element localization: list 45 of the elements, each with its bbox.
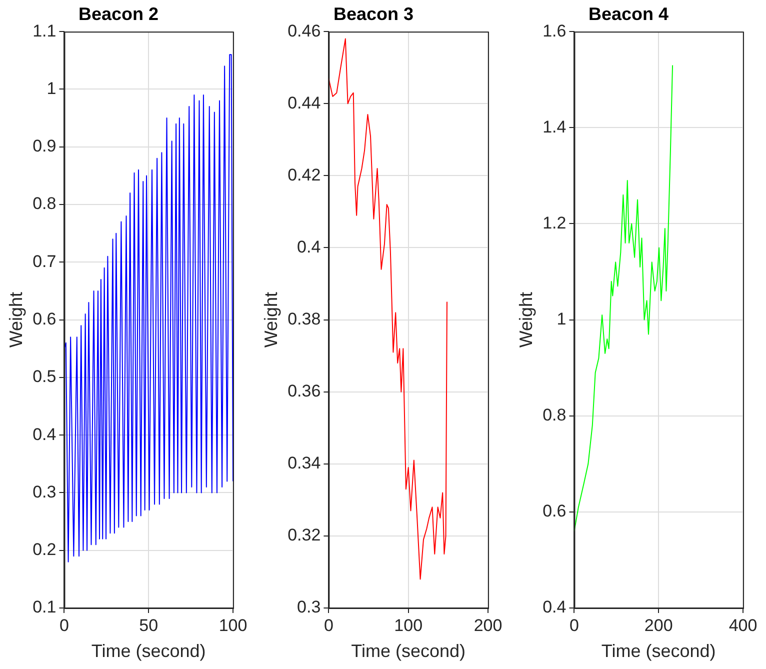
y-tick-label: 0.46	[288, 21, 321, 40]
y-tick-label: 0.1	[32, 598, 56, 617]
y-tick-label: 0.34	[288, 454, 321, 473]
chart-title: Beacon 4	[588, 4, 669, 24]
y-tick-label: 0.42	[288, 165, 321, 184]
y-tick-label: 0.38	[288, 309, 321, 328]
y-tick-label: 0.32	[288, 526, 321, 545]
y-tick-label: 0.9	[32, 136, 56, 156]
chart-title: Beacon 2	[78, 4, 159, 24]
y-tick-label: 1.6	[542, 21, 566, 40]
x-tick-label: 50	[139, 616, 158, 635]
y-tick-label: 1.4	[542, 117, 566, 136]
y-tick-label: 0.44	[288, 93, 321, 112]
y-tick-label: 0.4	[32, 424, 56, 444]
y-tick-label: 0.7	[32, 252, 56, 271]
y-axis-title: Weight	[260, 292, 281, 348]
x-tick-label: 200	[644, 616, 673, 635]
x-tick-label: 100	[218, 616, 248, 635]
chart-title: Beacon 3	[333, 4, 414, 24]
y-axis-title: Weight	[516, 292, 536, 348]
y-tick-label: 1.1	[32, 21, 56, 40]
y-axis-title: Weight	[6, 292, 26, 348]
y-tick-label: 0.36	[288, 382, 321, 401]
y-tick-label: 0.4	[542, 598, 566, 617]
y-tick-label: 0.8	[542, 406, 566, 425]
y-tick-label: 0.2	[32, 540, 56, 560]
y-tick-label: 0.3	[297, 598, 321, 617]
y-tick-label: 1	[46, 78, 56, 98]
y-tick-label: 0.8	[32, 194, 56, 214]
y-tick-label: 1.2	[542, 213, 566, 232]
x-tick-label: 0	[570, 616, 579, 635]
x-axis-title: Time (second)	[601, 641, 716, 662]
y-tick-label: 0.5	[32, 367, 56, 386]
y-tick-label: 0.3	[32, 482, 56, 502]
y-tick-label: 0.6	[542, 502, 566, 521]
x-tick-label: 400	[728, 616, 758, 635]
x-tick-label: 200	[474, 616, 502, 635]
x-axis-title: Time (second)	[91, 641, 206, 662]
y-tick-label: 1	[556, 309, 566, 328]
x-tick-label: 0	[324, 616, 334, 635]
y-tick-label: 0.6	[32, 309, 56, 328]
x-tick-label: 100	[394, 616, 423, 635]
y-tick-label: 0.4	[297, 237, 321, 256]
x-tick-label: 0	[60, 616, 69, 635]
x-axis-title: Time (second)	[351, 641, 466, 662]
